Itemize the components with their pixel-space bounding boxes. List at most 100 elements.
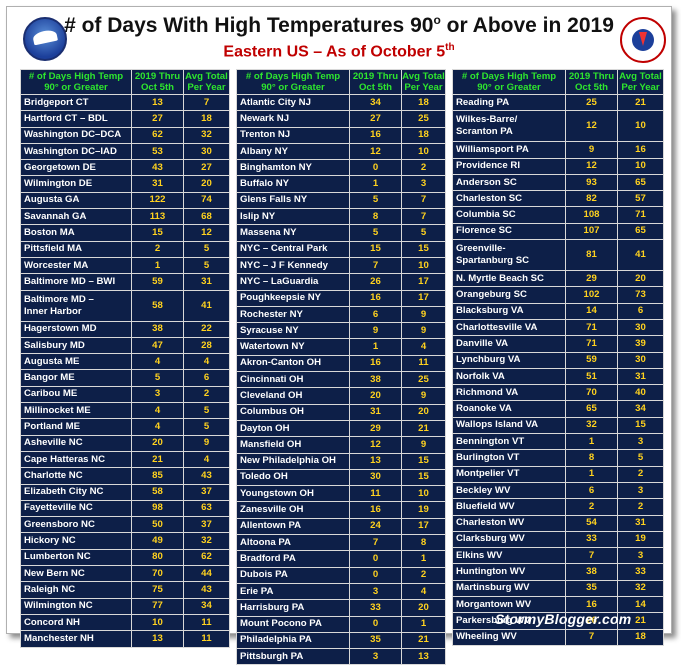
days-2019-cell: 0 <box>349 566 402 584</box>
avg-per-year-cell: 10 <box>617 110 664 143</box>
city-name: Akron-Canton OH <box>240 357 322 369</box>
days-2019-cell: 16 <box>349 126 402 144</box>
avg-per-year-cell: 34 <box>183 597 230 615</box>
header-line: 90° or Greater <box>44 82 108 93</box>
city-name: Lynchburg VA <box>456 354 521 366</box>
days-2019-cell: 11 <box>349 485 402 503</box>
days-2019-cell: 3 <box>349 582 402 601</box>
data-table-column-2: # of Days High Temp 90° or Greater 2019 Th… <box>236 69 446 665</box>
city-name: Elizabeth City NC <box>24 486 104 498</box>
days-2019-cell: 82 <box>565 190 618 208</box>
avg-per-year-cell: 6 <box>183 369 230 387</box>
city-name: Martinsburg WV <box>456 582 530 594</box>
city-cell: Cincinnati OH <box>236 371 350 389</box>
city-cell: Salisbury MD <box>20 336 132 355</box>
avg-per-year-cell: 19 <box>617 530 664 549</box>
table-row: Toledo OH 30 15 <box>236 468 446 487</box>
header-line: Avg Total <box>185 71 228 82</box>
days-2019-cell: 38 <box>349 371 402 389</box>
city-cell: Charlottesville VA <box>452 318 566 337</box>
avg-per-year-cell: 40 <box>617 384 664 402</box>
infographic-frame: # of Days With High Temperatures 90o or … <box>6 6 672 665</box>
table-row: Dubois PA 0 2 <box>236 566 446 584</box>
days-2019-cell: 25 <box>565 93 618 112</box>
city-name: Montpelier VT <box>456 468 520 480</box>
avg-per-year-cell: 25 <box>401 110 446 128</box>
city-cell: Fayetteville NC <box>20 499 132 518</box>
days-2019-cell: 3 <box>349 648 402 665</box>
avg-per-year-cell: 18 <box>401 93 446 112</box>
table-row: Bradford PA 0 1 <box>236 550 446 568</box>
avg-per-year-cell: 2 <box>183 385 230 404</box>
city-name: Morgantown WV <box>456 598 532 610</box>
avg-per-year-cell: 7 <box>401 191 446 210</box>
days-2019-cell: 15 <box>349 240 402 258</box>
table-row: Roanoke VA 65 34 <box>452 400 664 418</box>
city-name: Portland ME <box>24 420 80 432</box>
avg-per-year-cell: 17 <box>401 517 446 536</box>
avg-per-year-cell: 2 <box>401 159 446 177</box>
table-row: Wallops Island VA 32 15 <box>452 416 664 435</box>
table-row: Elizabeth City NC 58 37 <box>20 483 230 501</box>
days-2019-cell: 7 <box>349 534 402 552</box>
city-cell: Albany NY <box>236 142 350 161</box>
city-name: Bradford PA <box>240 552 296 564</box>
table-row: New Bern NC 70 44 <box>20 565 230 583</box>
city-cell: Dubois PA <box>236 566 350 584</box>
city-name: Hickory NC <box>24 535 76 547</box>
city-cell: Allentown PA <box>236 517 350 536</box>
city-name: Washington DC–IAD <box>24 145 117 157</box>
header-line: 2019 Thru <box>134 71 181 82</box>
city-name: Watertown NY <box>240 341 305 353</box>
days-2019-cell: 75 <box>131 581 184 599</box>
days-2019-cell: 80 <box>131 548 184 567</box>
avg-per-year-cell: 12 <box>183 224 230 242</box>
days-2019-cell: 5 <box>131 369 184 387</box>
table-row: Syracuse NY 9 9 <box>236 322 446 340</box>
days-2019-cell: 35 <box>565 579 618 598</box>
city-name: Atlantic City NJ <box>240 96 311 108</box>
avg-per-year-cell: 20 <box>401 599 446 617</box>
avg-per-year-cell: 11 <box>183 613 230 632</box>
city-cell: Richmond VA <box>452 384 566 402</box>
avg-per-year-cell: 20 <box>183 175 230 193</box>
city-name: Richmond VA <box>456 386 519 398</box>
city-cell: Columbus OH <box>236 403 350 421</box>
city-cell: Philadelphia PA <box>236 631 350 650</box>
col-header-2019-thru: 2019 Thru Oct 5th <box>565 69 618 95</box>
city-name: Glens Falls NY <box>240 194 308 206</box>
days-2019-cell: 54 <box>565 514 618 532</box>
table-row: Pittsfield MA 2 5 <box>20 240 230 258</box>
city-cell: Wallops Island VA <box>452 416 566 435</box>
avg-per-year-cell: 62 <box>183 548 230 567</box>
days-2019-cell: 15 <box>131 224 184 242</box>
city-name: Altoona PA <box>240 536 291 548</box>
data-table-column-3: # of Days High Temp 90° or Greater 2019 Th… <box>452 69 664 646</box>
days-2019-cell: 16 <box>349 289 402 307</box>
city-name: Binghamton NY <box>240 161 312 173</box>
days-2019-cell: 13 <box>131 630 184 648</box>
city-name-line2: Scranton PA <box>456 126 513 138</box>
days-2019-cell: 29 <box>565 270 618 288</box>
header-line: Oct 5th <box>358 82 393 93</box>
table-row: Providence RI 12 10 <box>452 157 664 175</box>
table-row: Elkins WV 7 3 <box>452 547 664 565</box>
city-name: Philadelphia PA <box>240 634 312 646</box>
table-row: Bennington VT 1 3 <box>452 433 664 451</box>
days-2019-cell: 7 <box>565 628 618 646</box>
days-2019-cell: 7 <box>565 547 618 565</box>
table-row: Anderson SC 93 65 <box>452 173 664 192</box>
avg-per-year-cell: 2 <box>617 498 664 516</box>
city-cell: Burlington VT <box>452 449 566 467</box>
days-2019-cell: 5 <box>349 224 402 242</box>
table-row: New Philadelphia OH 13 15 <box>236 452 446 470</box>
days-2019-cell: 43 <box>131 159 184 177</box>
days-2019-cell: 20 <box>349 387 402 405</box>
table-row: Millinocket ME 4 5 <box>20 402 230 420</box>
days-2019-cell: 24 <box>349 517 402 536</box>
avg-per-year-cell: 43 <box>183 581 230 599</box>
header-line: 2019 Thru <box>352 71 399 82</box>
avg-per-year-cell: 73 <box>617 286 664 304</box>
table-row: Fayetteville NC 98 63 <box>20 499 230 518</box>
table-row: Concord NH 10 11 <box>20 613 230 632</box>
